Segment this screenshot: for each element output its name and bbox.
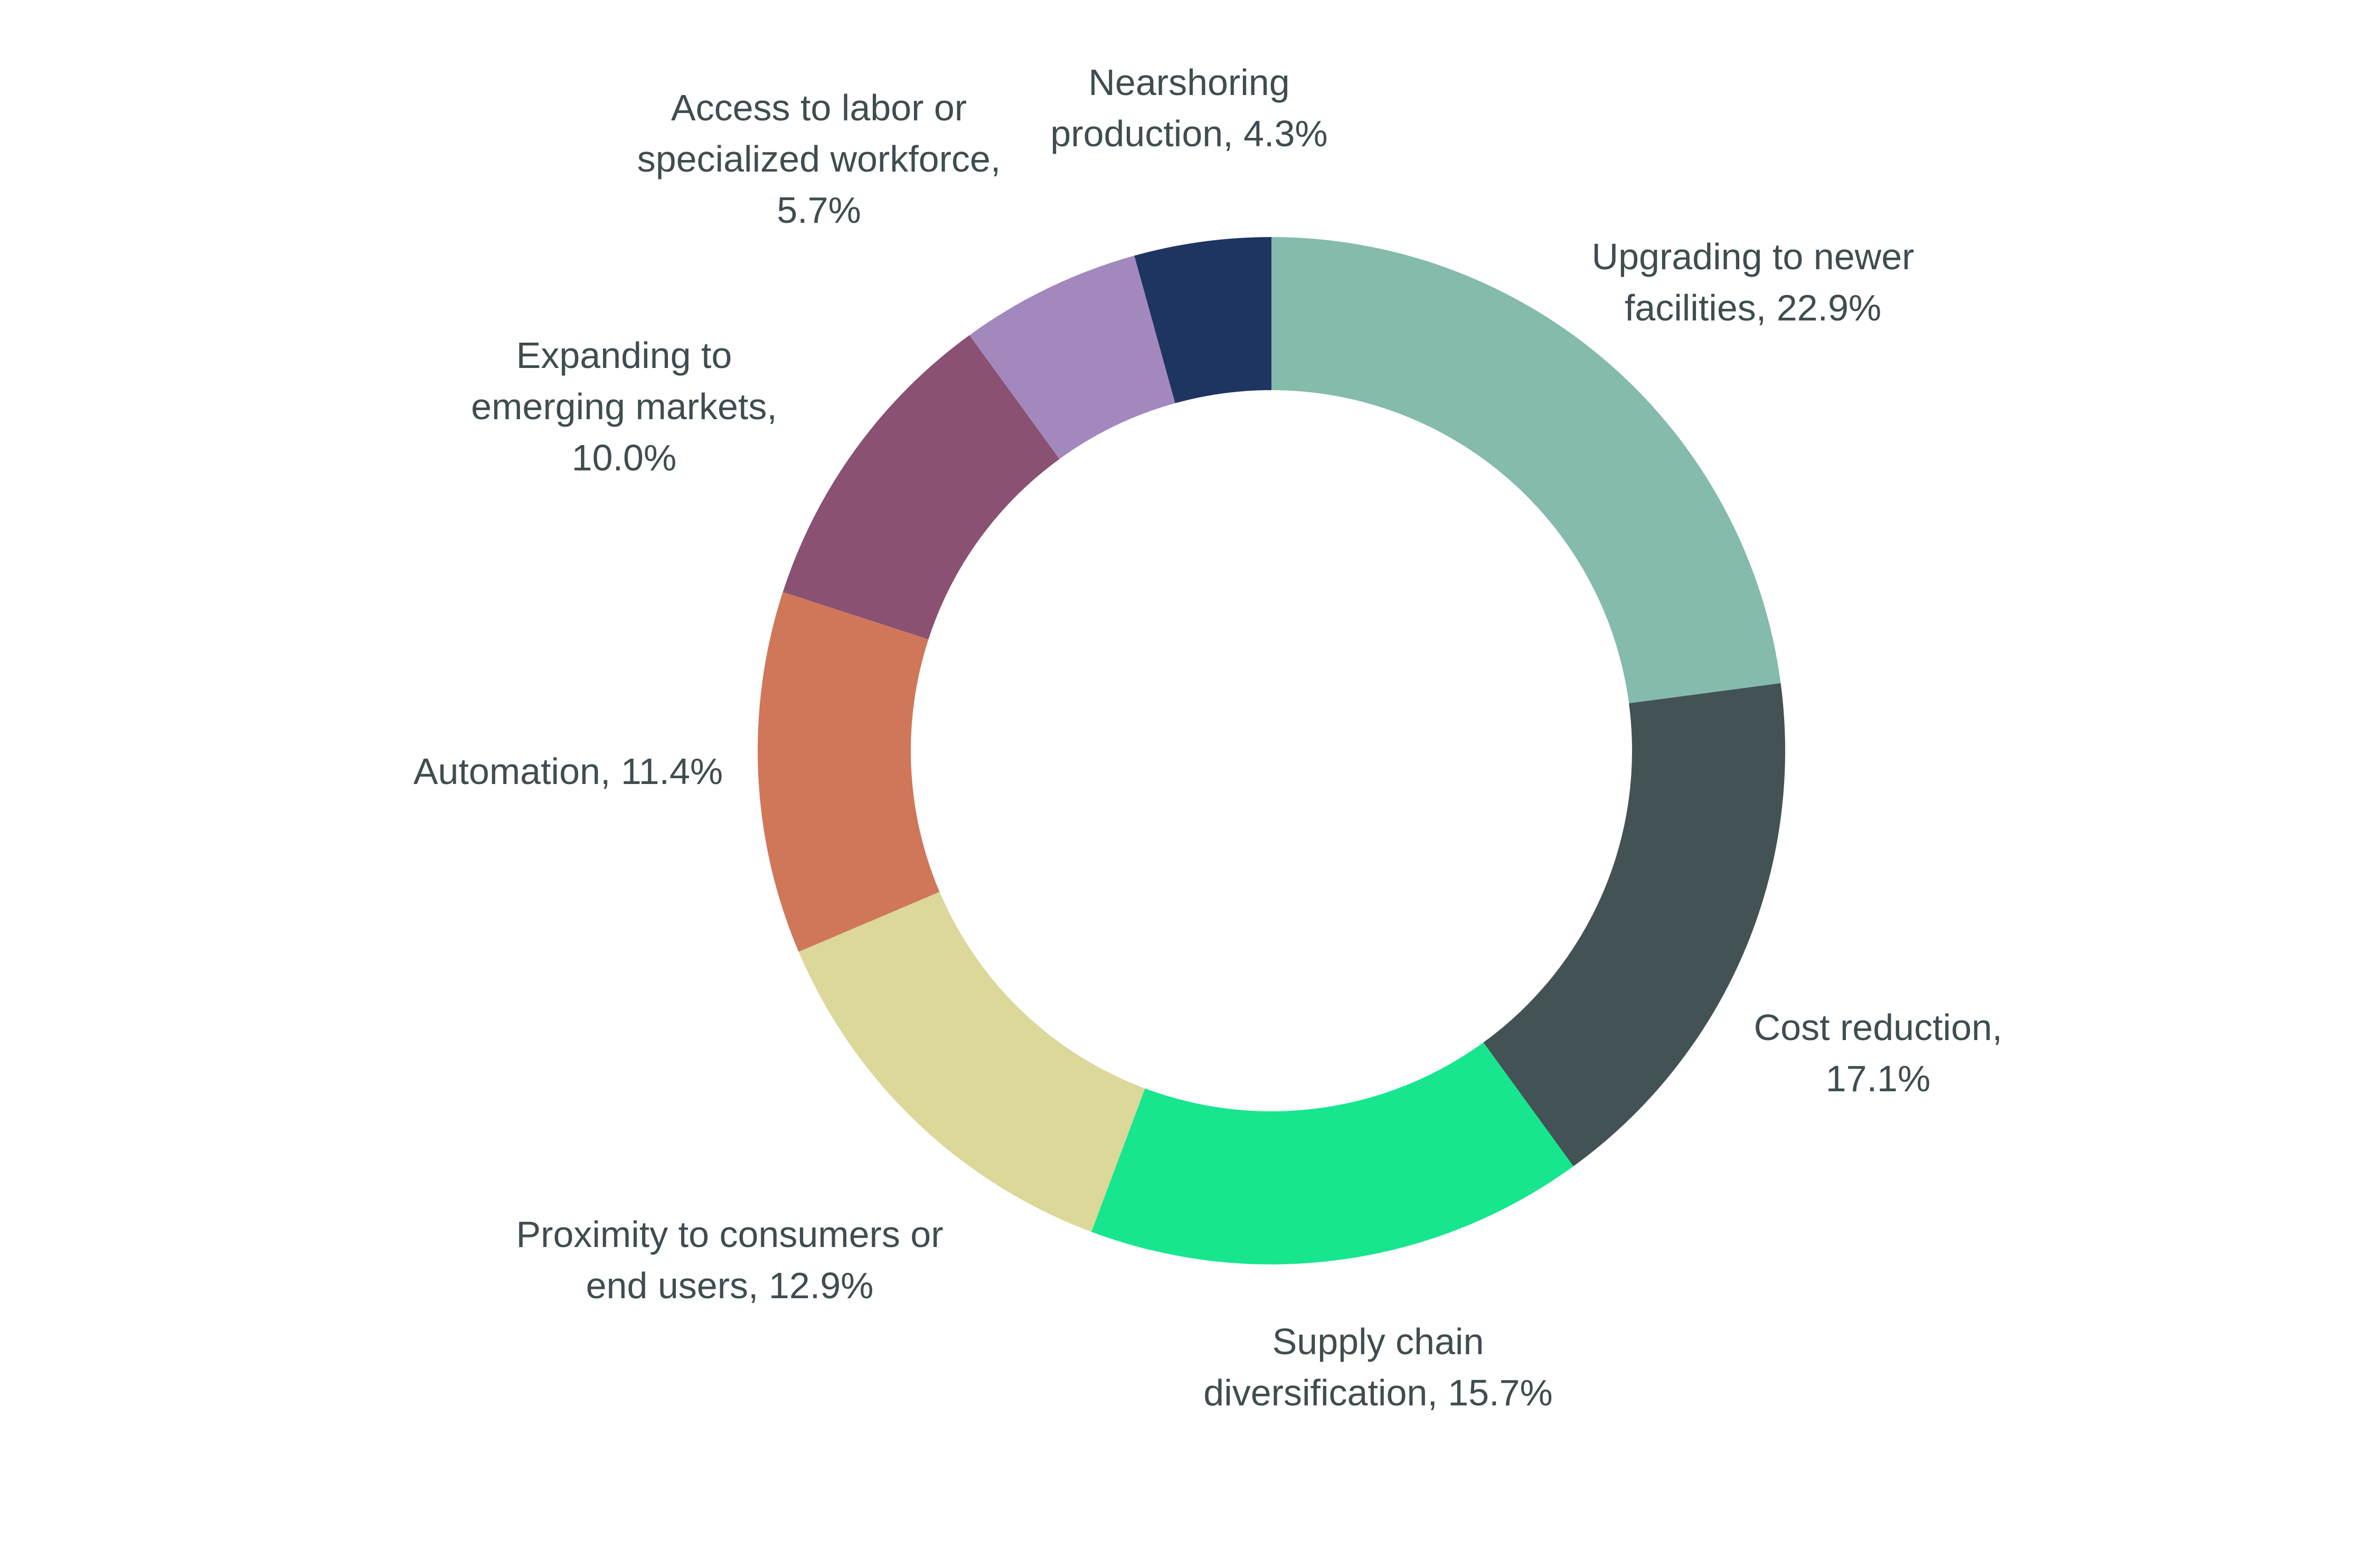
slice-label: Expanding to emerging markets, 10.0% [471,335,777,478]
slice-cost-reduction [1483,683,1785,1167]
slice-expanding-to-emerging-markets [782,335,1060,639]
slice-label-line: 10.0% [572,437,676,478]
slice-proximity-to-consumers-or-end-users [798,892,1145,1232]
slice-label: Nearshoring production, 4.3% [1050,62,1327,154]
slice-nearshoring-production [1134,237,1271,403]
slice-label: Access to labor or specialized workforce,… [637,87,1001,231]
slice-upgrading-to-newer-facilities [1271,237,1781,704]
slice-access-to-labor-or-specialized-workforce [969,256,1175,459]
slice-label-line: Upgrading to newer [1592,236,1915,277]
slice-label-line: diversification, 15.7% [1203,1372,1552,1413]
slice-label-line: Proximity to consumers or [516,1214,943,1255]
slices [757,237,1785,1264]
slice-label: Automation, 11.4% [413,751,723,792]
slice-label-line: 5.7% [777,190,861,231]
slice-label-line: Automation, 11.4% [413,751,723,792]
slice-automation [757,592,940,952]
slice-label-line: facilities, 22.9% [1625,287,1881,328]
labels: Upgrading to newer facilities, 22.9% Cost … [413,62,2003,1413]
slice-label-line: Cost reduction, [1754,1007,2003,1048]
slice-supply-chain-diversification [1091,1042,1573,1264]
slice-label: Cost reduction, 17.1% [1754,1007,2003,1099]
slice-label: Upgrading to newer facilities, 22.9% [1592,236,1915,328]
slice-label-line: Access to labor or [671,87,967,128]
slice-label: Supply chain diversification, 15.7% [1203,1321,1552,1413]
slice-label-line: production, 4.3% [1050,113,1327,154]
slice-label-line: 17.1% [1826,1058,1930,1099]
slice-label-line: Nearshoring [1088,62,1289,103]
slice-label-line: end users, 12.9% [586,1265,874,1306]
slice-label-line: specialized workforce, [637,138,1001,180]
slice-label: Proximity to consumers or end users, 12.9… [516,1214,943,1306]
slice-label-line: emerging markets, [471,386,777,427]
slice-label-line: Supply chain [1272,1321,1484,1362]
slice-label-line: Expanding to [516,335,732,376]
